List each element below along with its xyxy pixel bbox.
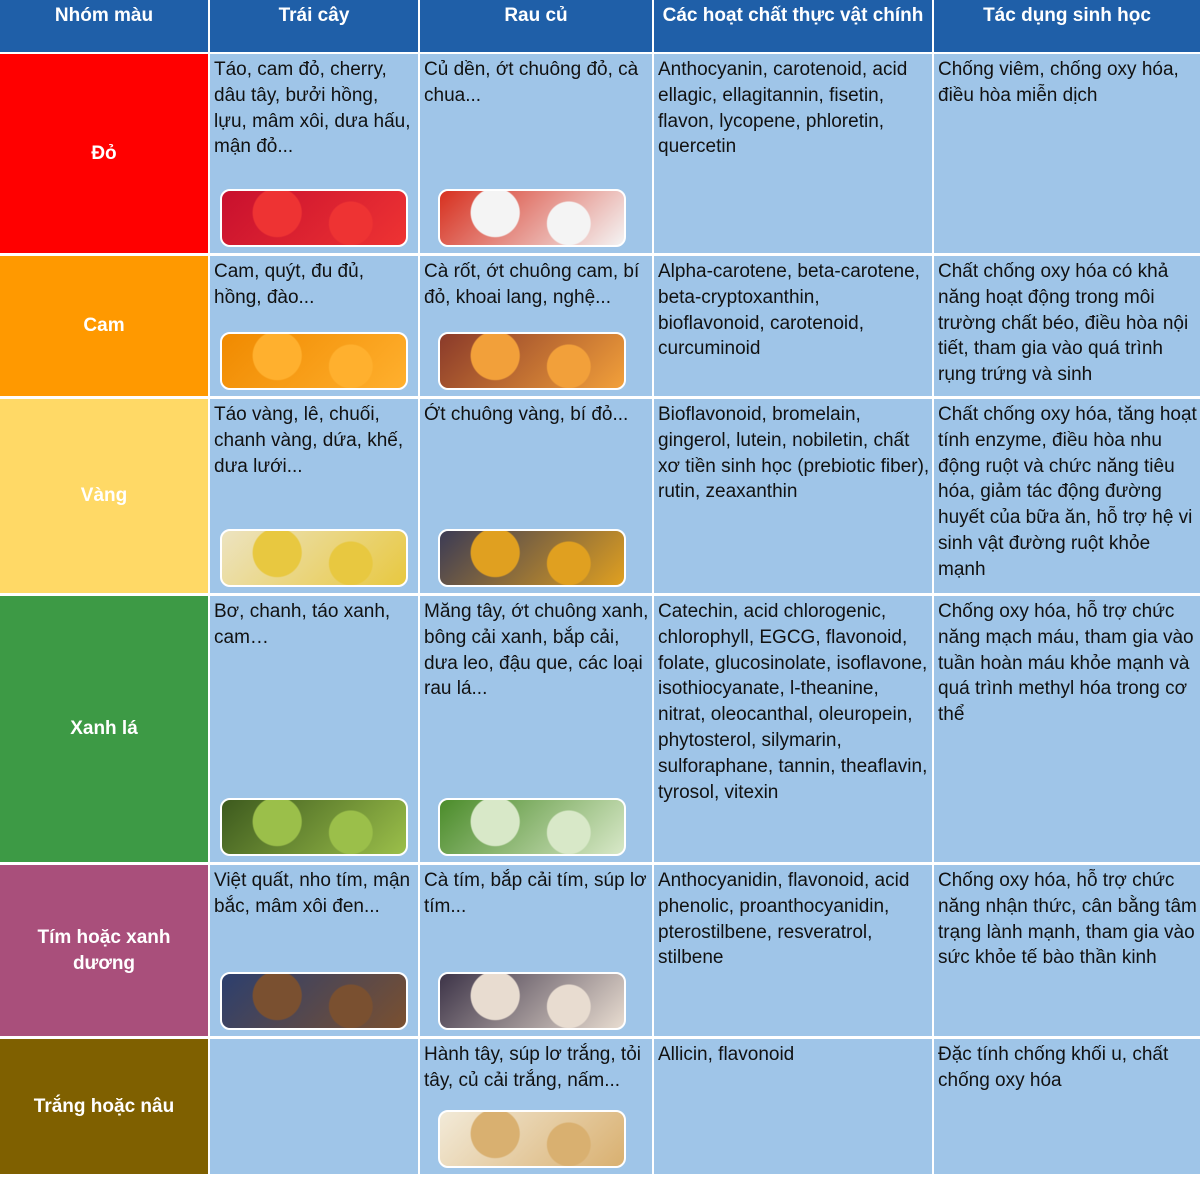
fruits-cell: Táo, cam đỏ, cherry, dâu tây, bưởi hồng,… xyxy=(210,54,418,253)
food-image xyxy=(220,189,408,247)
food-image xyxy=(220,798,408,856)
color-group: Cam xyxy=(0,256,208,396)
group-label: Xanh lá xyxy=(70,718,138,739)
food-image xyxy=(438,972,626,1030)
group-label: Tím hoặc xanh dương xyxy=(37,926,171,974)
food-image xyxy=(438,1110,626,1168)
effects-cell: Chống oxy hóa, hỗ trợ chức năng nhận thứ… xyxy=(934,865,1200,1036)
compounds-cell: Anthocyanin, carotenoid, acid ellagic, e… xyxy=(654,54,932,253)
compounds-cell: Alpha-carotene, beta-carotene, beta-cryp… xyxy=(654,256,932,396)
effects-cell: Chất chống oxy hóa có khả năng hoạt động… xyxy=(934,256,1200,396)
color-group: Đỏ xyxy=(0,54,208,253)
food-image xyxy=(438,529,626,587)
fruits-cell xyxy=(210,1039,418,1174)
header-cell: Trái cây xyxy=(210,0,418,52)
header-cell: Nhóm màu xyxy=(0,0,208,52)
vegetables-cell: Măng tây, ớt chuông xanh, bông cải xanh,… xyxy=(420,596,652,862)
food-image xyxy=(438,332,626,390)
color-group: Trắng hoặc nâu xyxy=(0,1039,208,1174)
food-image xyxy=(220,529,408,587)
compounds-cell: Anthocyanidin, flavonoid, acid phenolic,… xyxy=(654,865,932,1036)
food-image xyxy=(220,332,408,390)
group-label: Đỏ xyxy=(91,142,117,164)
fruits-cell: Việt quất, nho tím, mận bắc, mâm xôi đen… xyxy=(210,865,418,1036)
food-image xyxy=(438,798,626,856)
compounds-cell: Allicin, flavonoid xyxy=(654,1039,932,1174)
header-cell: Rau củ xyxy=(420,0,652,52)
effects-cell: Chống oxy hóa, hỗ trợ chức năng mạch máu… xyxy=(934,596,1200,862)
compounds-cell: Catechin, acid chlorogenic, chlorophyll,… xyxy=(654,596,932,862)
compounds-cell: Bioflavonoid, bromelain, gingerol, lutei… xyxy=(654,399,932,593)
food-image xyxy=(438,189,626,247)
color-group: Tím hoặc xanh dương xyxy=(0,865,208,1036)
vegetables-cell: Hành tây, súp lơ trắng, tỏi tây, củ cải … xyxy=(420,1039,652,1174)
header-cell: Tác dụng sinh học xyxy=(934,0,1200,52)
group-label: Cam xyxy=(83,315,125,336)
effects-cell: Chất chống oxy hóa, tăng hoạt tính enzym… xyxy=(934,399,1200,593)
color-group: Xanh lá xyxy=(0,596,208,862)
header-cell: Các hoạt chất thực vật chính xyxy=(654,0,932,52)
vegetables-cell: Ớt chuông vàng, bí đỏ... xyxy=(420,399,652,593)
vegetables-cell: Cà rốt, ớt chuông cam, bí đỏ, khoai lang… xyxy=(420,256,652,396)
effects-cell: Chống viêm, chống oxy hóa, điều hòa miễn… xyxy=(934,54,1200,253)
group-label: Vàng xyxy=(80,485,128,506)
fruits-cell: Bơ, chanh, táo xanh, cam… xyxy=(210,596,418,862)
vegetables-cell: Cà tím, bắp cải tím, súp lơ tím... xyxy=(420,865,652,1036)
fruits-cell: Táo vàng, lê, chuối, chanh vàng, dứa, kh… xyxy=(210,399,418,593)
group-label: Trắng hoặc nâu xyxy=(33,1095,175,1117)
food-image xyxy=(220,972,408,1030)
fruits-cell: Cam, quýt, đu đủ, hồng, đào... xyxy=(210,256,418,396)
color-group: Vàng xyxy=(0,399,208,593)
effects-cell: Đặc tính chống khối u, chất chống oxy hó… xyxy=(934,1039,1200,1174)
vegetables-cell: Củ dền, ớt chuông đỏ, cà chua... xyxy=(420,54,652,253)
